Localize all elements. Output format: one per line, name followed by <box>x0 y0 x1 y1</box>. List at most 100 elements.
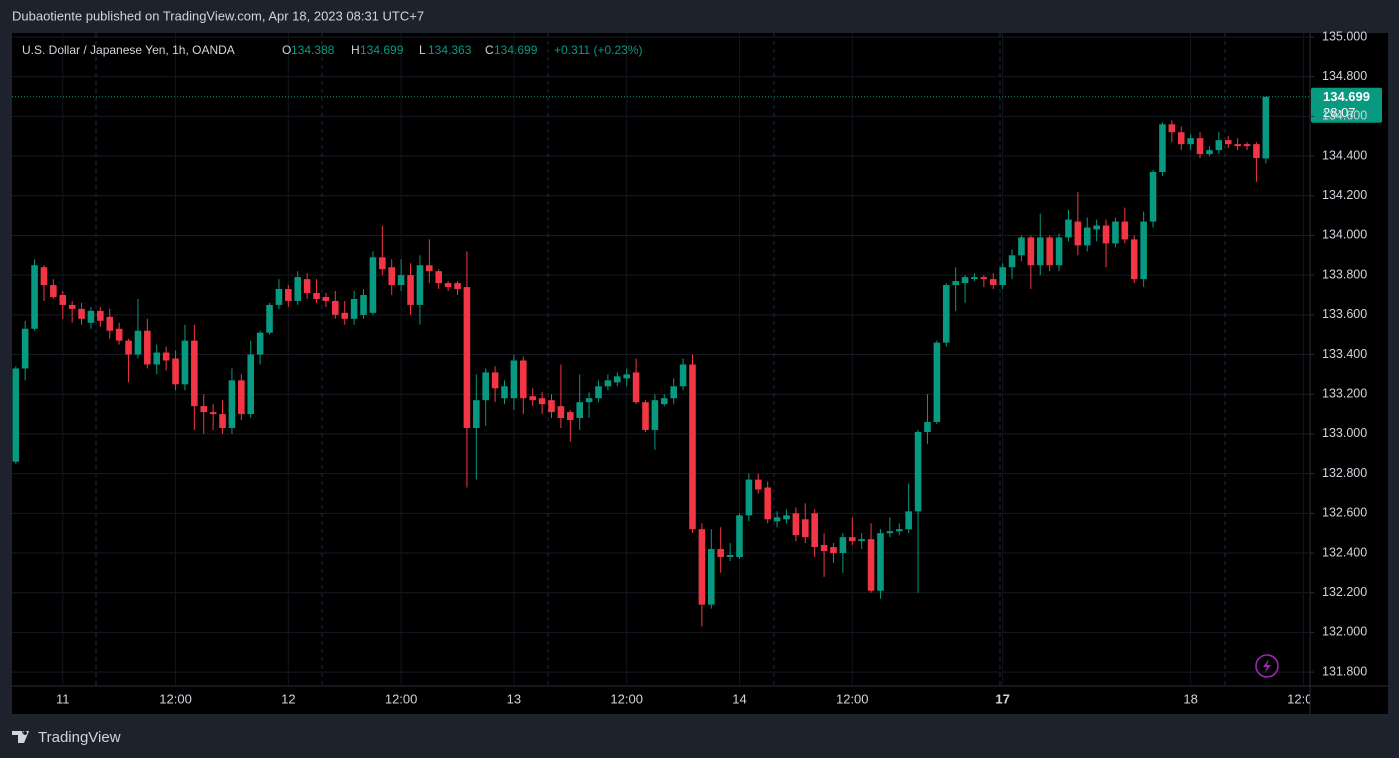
candle-body <box>209 412 217 415</box>
candle-body <box>679 364 687 387</box>
y-tick-label: 132.000 <box>1322 625 1367 639</box>
candle-body <box>379 257 386 270</box>
y-tick-label: 134.800 <box>1322 69 1367 83</box>
candle-body <box>689 364 696 530</box>
y-tick-label: 131.800 <box>1322 664 1367 678</box>
candle-body <box>585 398 593 403</box>
logo-text: TradingView <box>38 729 121 746</box>
candle-body <box>736 515 743 557</box>
candle-body <box>1253 144 1260 159</box>
candle-body <box>1262 96 1270 159</box>
candle-body <box>1083 227 1091 246</box>
y-tick-label: 134.200 <box>1322 188 1367 202</box>
candle-body <box>877 533 884 591</box>
candle-body <box>341 312 349 319</box>
candle-body <box>698 529 706 605</box>
candle-body <box>1055 237 1063 266</box>
candle-body <box>1018 237 1025 256</box>
y-tick-label: 132.200 <box>1322 585 1367 599</box>
ohlc-letter: O <box>282 43 291 57</box>
candle-body <box>924 422 931 432</box>
candle-body <box>247 354 255 415</box>
last-price-label: 134.699 <box>1323 89 1370 104</box>
candle-body <box>520 360 527 399</box>
x-tick-label: 12:00 <box>836 691 869 706</box>
candle-body <box>463 287 471 428</box>
candle-body <box>858 539 865 542</box>
last-price-box <box>1311 87 1382 123</box>
candle-body <box>905 511 912 530</box>
y-tick-label: 133.200 <box>1322 387 1367 401</box>
candle-body <box>134 330 142 355</box>
candle-body <box>632 372 640 403</box>
y-tick-label: 134.400 <box>1322 148 1367 162</box>
candle-body <box>604 380 612 387</box>
candle-body <box>59 294 67 305</box>
candle-body <box>12 368 20 462</box>
x-tick-label: 18 <box>1183 691 1197 706</box>
candle-body <box>407 275 414 305</box>
candle-body <box>125 340 132 355</box>
candle-body <box>773 517 781 522</box>
candle-body <box>1168 124 1176 133</box>
ohlc-value: 134.388 <box>291 43 335 57</box>
candle-body <box>1065 219 1072 238</box>
candle-body <box>68 304 76 309</box>
x-tick-label: 11 <box>56 691 70 706</box>
candle-body <box>1074 221 1082 246</box>
candle-body <box>661 398 668 405</box>
candle-body <box>576 402 583 419</box>
candle-body <box>191 340 198 407</box>
candle-body <box>867 539 875 591</box>
candle-body <box>783 515 790 520</box>
lightning-icon[interactable] <box>1255 654 1279 678</box>
candle-body <box>153 352 161 365</box>
candle-body <box>40 267 48 286</box>
candle-body <box>754 479 762 490</box>
candle-body <box>1036 237 1044 266</box>
candle-body <box>332 300 339 315</box>
candle-body <box>144 330 151 365</box>
tv-logo[interactable]: TradingView <box>12 729 121 746</box>
candle-body <box>764 487 771 520</box>
candle-body <box>454 283 461 290</box>
candle-body <box>510 360 518 399</box>
candle-body <box>1046 237 1053 266</box>
candle-body <box>811 513 818 548</box>
candle-body <box>1093 225 1100 230</box>
countdown: 28:07 <box>1323 105 1356 120</box>
candle-body <box>1130 239 1138 280</box>
candle-body <box>717 549 724 557</box>
candle-body <box>839 537 847 554</box>
y-tick-label: 133.600 <box>1322 307 1367 321</box>
candle-body <box>31 265 38 329</box>
candle-body <box>228 380 236 428</box>
candle-body <box>567 412 574 421</box>
candle-body <box>238 380 245 415</box>
candle-body <box>745 479 753 516</box>
ohlc-value: 134.363 <box>428 43 472 57</box>
candle-body <box>313 293 320 299</box>
candle-body <box>1187 138 1194 145</box>
y-tick-label: 134.600 <box>1322 109 1367 123</box>
candle-body <box>1140 221 1147 280</box>
publisher-line: Dubaotiente published on TradingView.com… <box>12 8 424 23</box>
x-tick-label: 12 <box>281 691 295 706</box>
candle-body <box>1149 171 1157 222</box>
candle-body <box>473 400 480 428</box>
symbol-title: U.S. Dollar / Japanese Yen, 1h, OANDA <box>22 43 235 57</box>
candle-body <box>1234 144 1241 147</box>
ohlc-letter: C <box>485 43 494 57</box>
candle-body <box>1196 138 1204 155</box>
candle-body <box>50 285 57 297</box>
candle-body <box>538 398 546 405</box>
y-tick-label: 134.000 <box>1322 228 1367 242</box>
candle-body <box>294 277 302 301</box>
candle-body <box>1102 225 1110 244</box>
x-tick-label: 12:00 <box>385 691 418 706</box>
y-tick-label: 135.000 <box>1322 29 1367 43</box>
candle-body <box>1215 140 1223 151</box>
candle-body <box>914 431 922 512</box>
ohlc-letter: H <box>351 43 360 57</box>
